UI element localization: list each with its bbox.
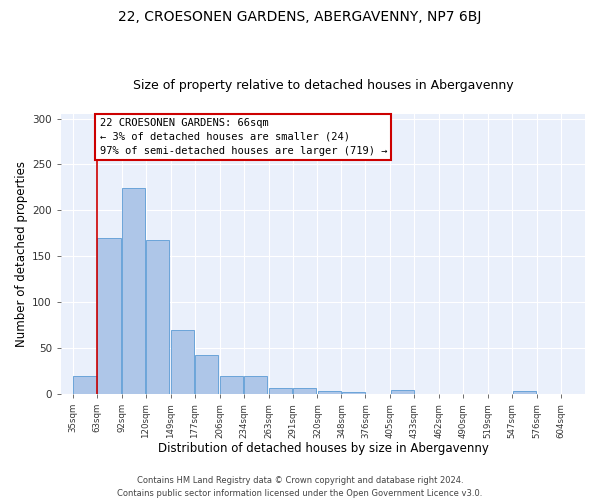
Bar [220, 376, 243, 394]
Y-axis label: Number of detached properties: Number of detached properties [15, 161, 28, 347]
Bar [171, 330, 194, 394]
Bar [244, 376, 267, 394]
Title: Size of property relative to detached houses in Abergavenny: Size of property relative to detached ho… [133, 79, 513, 92]
Text: 22 CROESONEN GARDENS: 66sqm
← 3% of detached houses are smaller (24)
97% of semi: 22 CROESONEN GARDENS: 66sqm ← 3% of deta… [100, 118, 387, 156]
Bar [73, 376, 97, 394]
Bar [342, 392, 365, 394]
Bar [269, 388, 292, 394]
Text: Contains HM Land Registry data © Crown copyright and database right 2024.
Contai: Contains HM Land Registry data © Crown c… [118, 476, 482, 498]
Bar [146, 240, 169, 394]
Bar [293, 388, 316, 394]
Bar [97, 238, 121, 394]
X-axis label: Distribution of detached houses by size in Abergavenny: Distribution of detached houses by size … [158, 442, 488, 455]
Bar [318, 391, 341, 394]
Text: 22, CROESONEN GARDENS, ABERGAVENNY, NP7 6BJ: 22, CROESONEN GARDENS, ABERGAVENNY, NP7 … [118, 10, 482, 24]
Bar [391, 390, 414, 394]
Bar [512, 391, 536, 394]
Bar [195, 356, 218, 394]
Bar [122, 188, 145, 394]
